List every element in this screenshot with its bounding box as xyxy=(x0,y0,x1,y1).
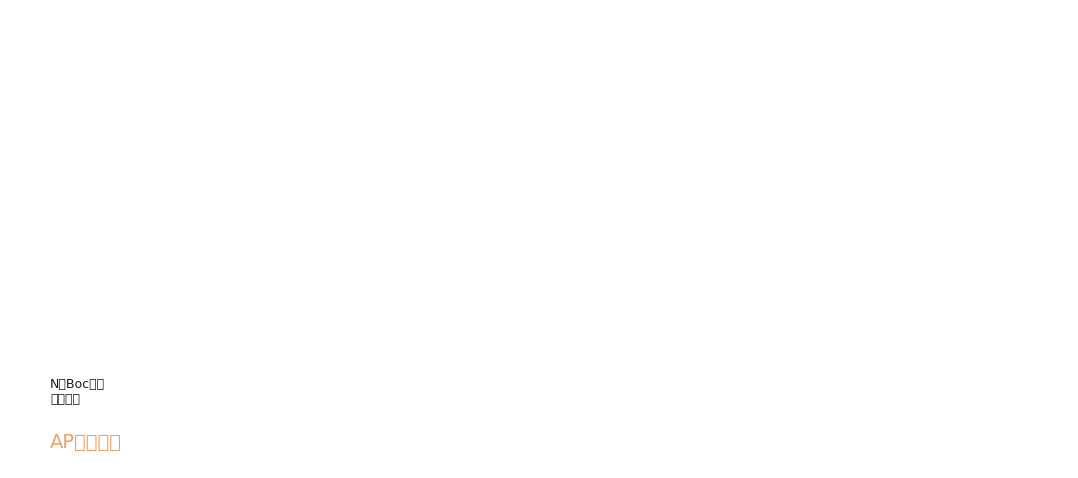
Text: AP专肽生物: AP专肽生物 xyxy=(50,433,122,452)
Text: N端Boc保护
对酸敏感: N端Boc保护 对酸敏感 xyxy=(50,378,106,406)
